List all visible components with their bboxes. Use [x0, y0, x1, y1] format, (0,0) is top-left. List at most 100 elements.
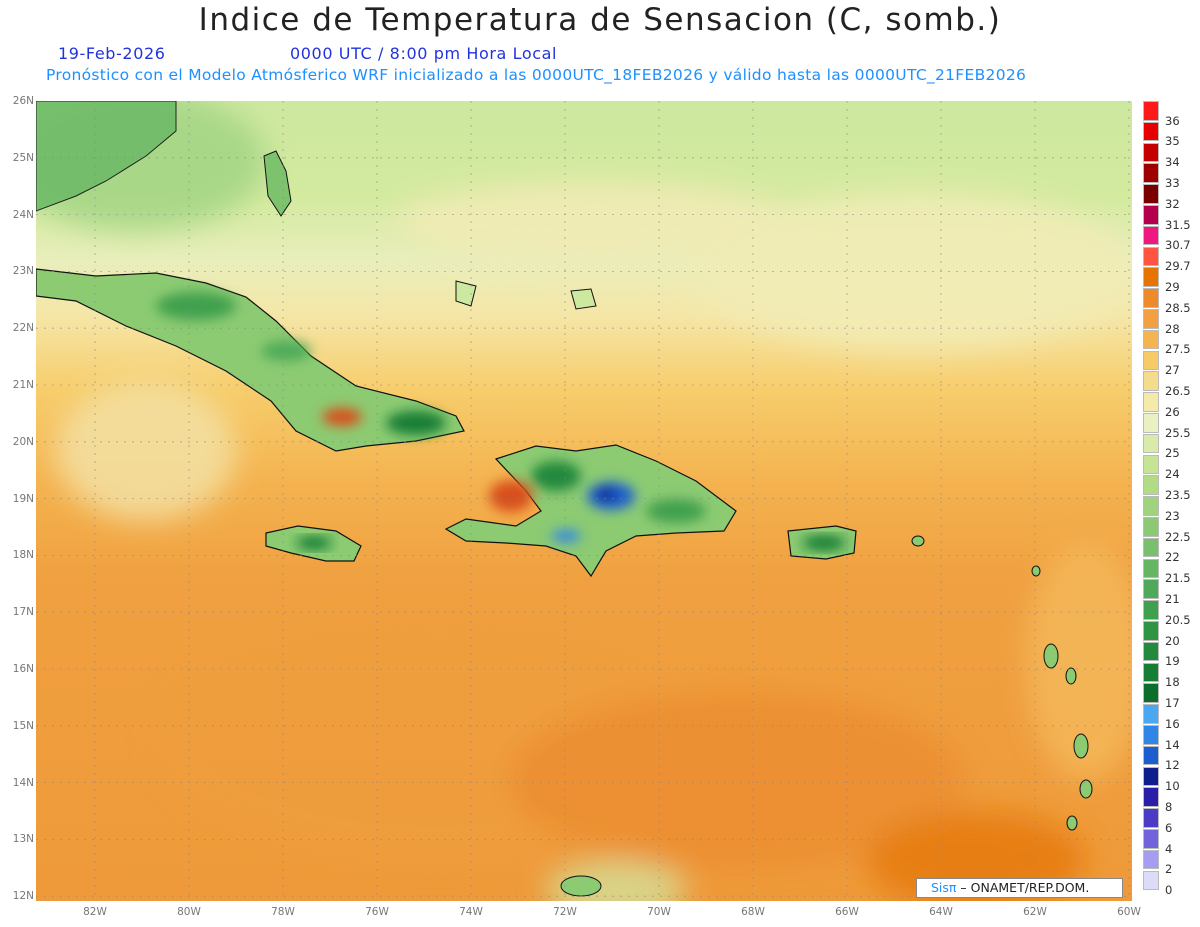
latitude-label: 24N [12, 208, 34, 221]
legend-label: 23.5 [1165, 487, 1191, 502]
legend-swatch [1143, 267, 1159, 287]
temperature-map [36, 101, 1132, 901]
legend-label: 6 [1165, 820, 1173, 835]
cuba-landmass [36, 268, 465, 452]
legend-label: 23 [1165, 508, 1180, 523]
legend-label: 28.5 [1165, 300, 1191, 315]
longitude-label: 74W [459, 906, 483, 918]
latitude-label: 21N [12, 379, 34, 391]
legend-label: 21.5 [1165, 571, 1191, 586]
legend-swatch [1143, 246, 1159, 267]
legend-label: 26 [1165, 404, 1180, 419]
legend-label: 22.5 [1165, 529, 1191, 544]
legend-swatch [1143, 725, 1159, 745]
legend-swatch [1143, 121, 1159, 142]
longitude-label: 62W [1023, 906, 1047, 918]
legend-swatch [1143, 662, 1159, 683]
legend-swatch [1143, 641, 1159, 662]
legend-item: 21 [1143, 579, 1195, 606]
legend-label: 20 [1165, 633, 1180, 648]
legend-label: 17 [1165, 695, 1180, 710]
legend-item: 26.5 [1143, 371, 1195, 398]
legend-swatch [1143, 558, 1159, 579]
legend-item: 33 [1143, 163, 1195, 190]
legend-swatch [1143, 413, 1159, 433]
credit-text: – ONAMET/REP.DOM. [956, 880, 1090, 895]
legend-swatch [1143, 101, 1159, 121]
legend-item: 28 [1143, 309, 1195, 336]
legend-item: 23.5 [1143, 475, 1195, 502]
puerto-rico-landmass [787, 525, 857, 560]
legend-swatch [1143, 496, 1159, 516]
legend-item: 25 [1143, 433, 1195, 460]
legend-item: 29.7 [1143, 246, 1195, 273]
legend-label: 34 [1165, 155, 1180, 170]
longitude-label: 80W [177, 906, 201, 918]
forecast-date: 19-Feb-2026 [58, 44, 166, 63]
legend-label: 35 [1165, 134, 1180, 149]
legend-item: 25.5 [1143, 413, 1195, 440]
map-title: Indice de Temperatura de Sensacion (C, s… [198, 2, 1002, 38]
legend-item: 36 [1143, 101, 1195, 128]
longitude-label: 72W [553, 906, 577, 918]
legend-label: 32 [1165, 196, 1180, 211]
credit-box: Sisπ – ONAMET/REP.DOM. [916, 878, 1123, 898]
legend-label: 19 [1165, 654, 1180, 669]
legend-item: 0 [1143, 870, 1195, 897]
legend-label: 33 [1165, 175, 1180, 190]
sis-logo: Sisπ [931, 880, 957, 895]
legend-swatch [1143, 849, 1159, 870]
legend-swatch [1143, 579, 1159, 599]
legend-label: 29.7 [1165, 259, 1191, 274]
legend-label: 24 [1165, 467, 1180, 482]
legend-swatch [1143, 225, 1159, 246]
legend-swatch [1143, 392, 1159, 412]
latitude-label: 20N [12, 435, 34, 448]
longitude-label: 78W [271, 906, 295, 918]
legend-swatch [1143, 787, 1159, 807]
legend-label: 29 [1165, 279, 1180, 294]
latitude-label: 12N [12, 890, 34, 903]
legend-item: 8 [1143, 787, 1195, 814]
legend-item: 20 [1143, 621, 1195, 648]
latitude-label: 18N [12, 549, 34, 562]
legend-item: 10 [1143, 766, 1195, 793]
forecast-time: 0000 UTC / 8:00 pm Hora Local [290, 44, 558, 63]
latitude-label: 23N [12, 265, 34, 278]
legend-swatch [1143, 454, 1159, 475]
legend-label: 27.5 [1165, 342, 1191, 357]
legend-label: 26.5 [1165, 383, 1191, 398]
latitude-label: 13N [12, 833, 34, 846]
legend-item: 35 [1143, 121, 1195, 148]
legend-label: 16 [1165, 716, 1180, 731]
latitude-label: 19N [12, 492, 34, 505]
lesser-antilles-islands [560, 535, 1093, 897]
legend-item: 27 [1143, 350, 1195, 377]
legend-item: 29 [1143, 267, 1195, 294]
legend-swatch [1143, 766, 1159, 787]
legend-swatch [1143, 600, 1159, 620]
legend-item: 19 [1143, 641, 1195, 668]
legend-item: 4 [1143, 829, 1195, 856]
legend-label: 18 [1165, 675, 1180, 690]
longitude-label: 60W [1117, 906, 1141, 918]
longitude-label: 76W [365, 906, 389, 918]
legend-label: 0 [1165, 883, 1173, 898]
latitude-label: 26N [12, 95, 34, 107]
legend-label: 36 [1165, 113, 1180, 128]
legend-label: 28 [1165, 321, 1180, 336]
legend-item: 21.5 [1143, 558, 1195, 585]
legend-swatch [1143, 163, 1159, 183]
legend-label: 22 [1165, 550, 1180, 565]
legend-label: 27 [1165, 363, 1180, 378]
legend-swatch [1143, 184, 1159, 204]
legend-item: 20.5 [1143, 600, 1195, 627]
latitude-label: 25N [12, 151, 34, 164]
legend-label: 30.7 [1165, 238, 1191, 253]
legend-label: 31.5 [1165, 217, 1191, 232]
legend-swatch [1143, 433, 1159, 454]
legend-item: 17 [1143, 683, 1195, 710]
latitude-label: 22N [12, 322, 34, 335]
legend-item: 34 [1143, 142, 1195, 169]
legend-swatch [1143, 288, 1159, 308]
